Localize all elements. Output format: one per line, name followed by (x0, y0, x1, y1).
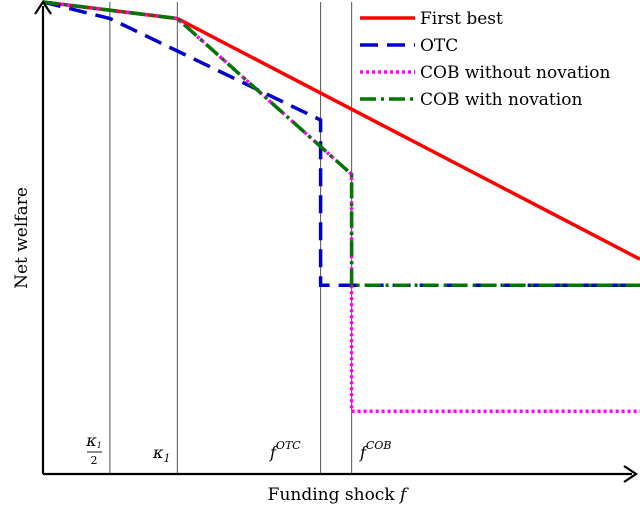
series-line-first-best (42, 0, 640, 261)
legend-label-cob-without-novation: COB without novation (420, 63, 610, 83)
legend-label-otc: OTC (420, 36, 458, 56)
axes (34, 0, 638, 483)
x-axis-label: Funding shock f (268, 485, 409, 505)
tick-label-f-cob: fCOB (359, 439, 391, 462)
tick-label-kappa1: κ1 (152, 443, 171, 465)
tick-label-f-otc: fOTC (269, 439, 301, 462)
y-axis-arrow (34, 0, 52, 15)
series-line-otc (42, 0, 640, 287)
tick-label-kappa1-half: κ1 2 (85, 431, 102, 467)
y-axis-label: Net welfare (12, 187, 32, 289)
x-axis-arrow (623, 465, 638, 483)
legend-label-cob-with-novation: COB with novation (420, 90, 582, 110)
svg-text:2: 2 (91, 454, 98, 467)
legend-label-first-best: First best (420, 9, 503, 29)
vertical-guides (109, 2, 353, 474)
series-lines (42, 0, 640, 413)
svg-text:κ1: κ1 (85, 431, 102, 450)
legend: First best OTC COB without novation COB wit… (360, 9, 610, 110)
series-line-cob-with-novation (42, 0, 640, 287)
